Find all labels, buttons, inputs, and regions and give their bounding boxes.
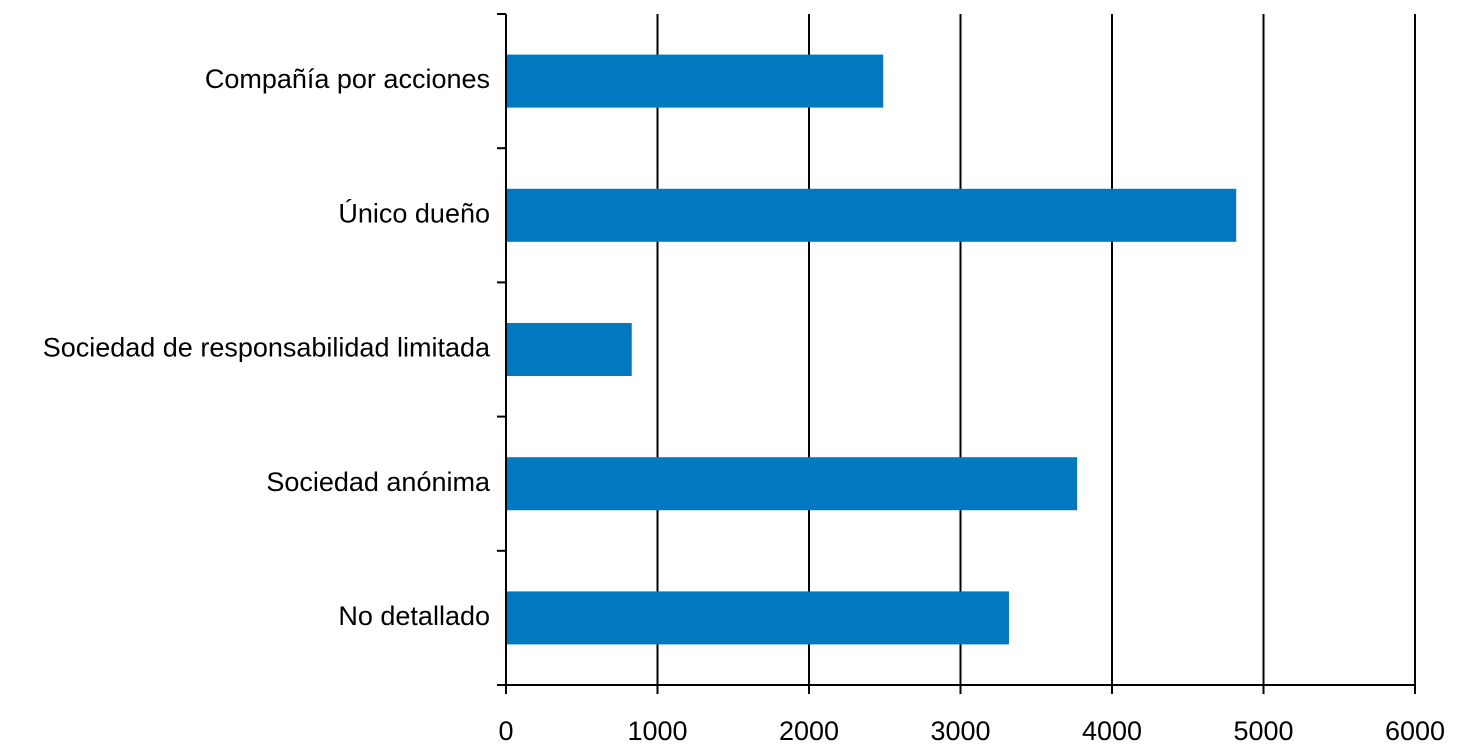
bar-4: [506, 457, 1077, 510]
x-tick-label-4000: 4000: [1082, 716, 1142, 745]
category-label-2: Único dueño: [338, 197, 490, 228]
bar-2: [506, 189, 1236, 242]
category-label-1: Compañía por acciones: [205, 64, 490, 94]
x-tick-labels: 0 1000 2000 3000 4000 5000 6000: [498, 716, 1445, 745]
gridlines: [658, 14, 1416, 685]
bar-1: [506, 55, 883, 108]
bar-5: [506, 591, 1009, 644]
category-label-3: Sociedad de responsabilidad limitada: [43, 333, 491, 363]
category-label-5: No detallado: [338, 601, 490, 631]
category-label-4: Sociedad anónima: [266, 467, 491, 497]
x-tick-label-5000: 5000: [1233, 716, 1293, 745]
x-tick-label-1000: 1000: [627, 716, 687, 745]
bars: [506, 55, 1236, 645]
x-tick-label-3000: 3000: [930, 716, 990, 745]
x-tick-label-0: 0: [498, 716, 513, 745]
x-tick-label-6000: 6000: [1385, 716, 1445, 745]
category-labels: Compañía por acciones Único dueño Sociedad…: [43, 64, 491, 631]
x-tick-label-2000: 2000: [779, 716, 839, 745]
bar-3: [506, 323, 632, 376]
